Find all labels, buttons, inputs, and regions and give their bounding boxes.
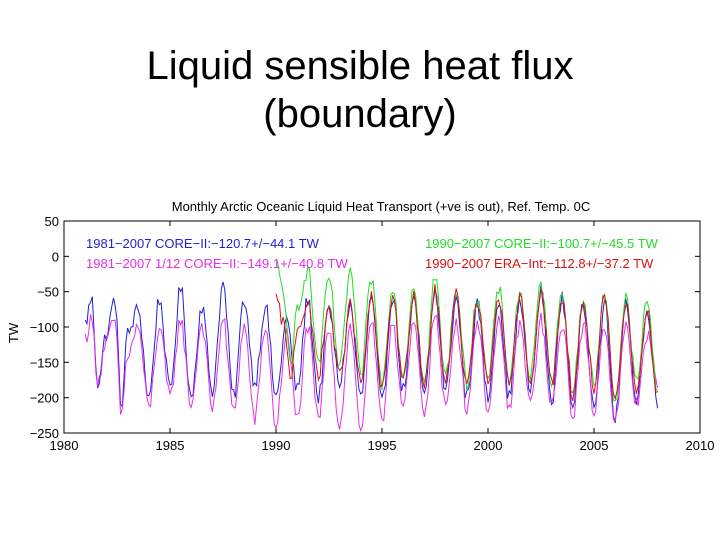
y-tick-label: −50 (37, 285, 59, 300)
x-tick-label: 2005 (580, 438, 609, 453)
slide-title: Liquid sensible heat flux (boundary) (0, 42, 720, 138)
x-tick-label: 2010 (686, 438, 715, 453)
x-tick-label: 2000 (474, 438, 503, 453)
legend-label-4: 1990−2007 ERA−Int:−112.8+/−37.2 TW (425, 256, 654, 271)
series-line-3 (275, 258, 658, 402)
y-axis-label: TW (6, 322, 21, 343)
y-tick-label: 50 (45, 214, 59, 229)
x-tick-label: 1980 (50, 438, 79, 453)
x-tick-label: 1995 (368, 438, 397, 453)
x-tick-label: 1985 (156, 438, 185, 453)
y-tick-label: 0 (52, 249, 59, 264)
y-tick-label: −150 (30, 355, 59, 370)
y-tick-label: −250 (30, 426, 59, 441)
chart-title: Monthly Arctic Oceanic Liquid Heat Trans… (172, 199, 590, 214)
y-tick-label: −100 (30, 320, 59, 335)
series-line-1 (84, 281, 659, 424)
axis-layer: 1980 1985 1990 1995 2000 2005 2010 50 0 −50 −100 −1… (30, 214, 715, 453)
legend-label-2: 1981−2007 1/12 CORE−II:−149.1+/−40.8 TW (86, 256, 348, 271)
legend-label-3: 1990−2007 CORE−II:−100.7+/−45.5 TW (425, 236, 659, 251)
series-line-4 (275, 284, 658, 402)
legend-layer: 1981−2007 CORE−II:−120.7+/−44.1 TW 1981−2… (86, 236, 659, 271)
y-tick-label: −200 (30, 391, 59, 406)
legend-label-1: 1981−2007 CORE−II:−120.7+/−44.1 TW (86, 236, 320, 251)
x-tick-label: 1990 (262, 438, 291, 453)
slide-title-line-1: Liquid sensible heat flux (146, 44, 574, 88)
plot-area-frame (63, 220, 701, 434)
series-layer (84, 258, 659, 433)
series-line-2 (84, 312, 659, 433)
slide-title-line-2: (boundary) (263, 92, 457, 136)
heat-transport-chart: Monthly Arctic Oceanic Liquid Heat Trans… (6, 199, 715, 453)
